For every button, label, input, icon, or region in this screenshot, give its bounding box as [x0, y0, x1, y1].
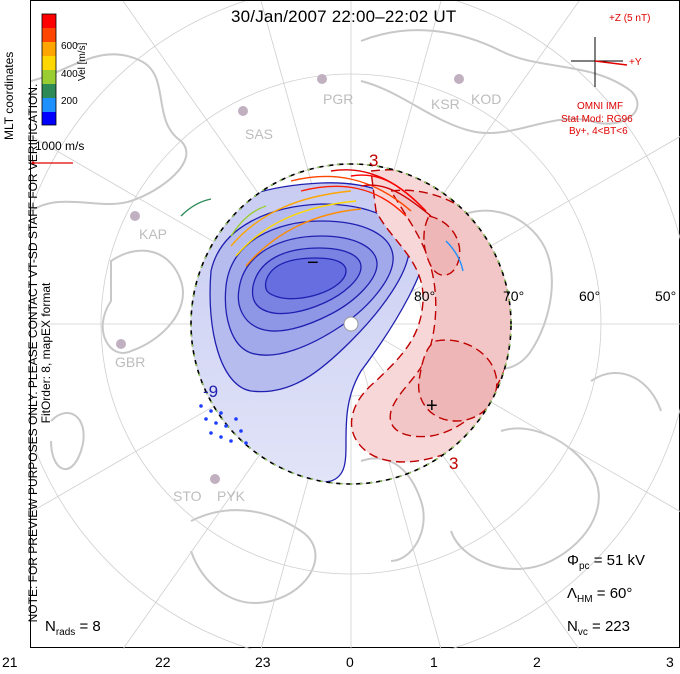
radar-label-kap: KAP — [139, 226, 167, 242]
radar-site-labels: PGR KSR KOD SAS KAP GBR STO PYK — [115, 91, 501, 504]
colorbar-tick-400: 400 — [61, 69, 78, 80]
radar-label-kod: KOD — [471, 91, 501, 107]
colorbar-tick-600: 600 — [61, 41, 78, 52]
radar-label-pgr: PGR — [323, 91, 353, 107]
lat-label-60: 60° — [579, 288, 600, 304]
mlt-tick-22: 22 — [155, 654, 171, 670]
plot-frame: PGR KSR KOD SAS KAP GBR STO PYK 80° 70° … — [30, 0, 680, 649]
positive-contour-label-bottom: 3 — [449, 454, 458, 473]
lat-label-70: 70° — [503, 288, 524, 304]
polar-convection-map: PGR KSR KOD SAS KAP GBR STO PYK 80° 70° … — [31, 1, 680, 649]
lat-label-80: 80° — [414, 288, 435, 304]
negative-contour-label: -9 — [203, 382, 218, 401]
imf-y-label: +Y — [629, 57, 642, 68]
mlt-tick-23: 23 — [255, 654, 271, 670]
vector-dots — [199, 404, 248, 445]
latitude-labels: 80° 70° 60° 50° — [414, 288, 676, 304]
potential-max-marker: + — [426, 395, 438, 417]
radar-label-gbr: GBR — [115, 354, 145, 370]
imf-model-label: Stat Mod: RG96 — [561, 114, 633, 125]
preview-note-line2: FitOrder: 8, mapEX format — [39, 282, 53, 424]
boundary-vectors — [190, 163, 512, 485]
reference-vector-origin — [31, 161, 35, 165]
imf-condition-label: By+, 4<BT<6 — [569, 126, 628, 137]
nrads-stat: Nrads = 8 — [45, 618, 101, 638]
mlt-tick-0: 0 — [346, 654, 354, 670]
velocity-colorbar — [41, 13, 57, 126]
radar-site-markers — [116, 74, 464, 484]
lat-label-50: 50° — [655, 288, 676, 304]
mlt-tick-3: 3 — [666, 654, 674, 670]
imf-source-label: OMNI IMF — [577, 101, 624, 112]
plot-title: 30/Jan/2007 22:00–22:02 UT — [231, 7, 457, 26]
cpcp-stat: Φpc = 51 kV — [567, 552, 645, 572]
mlt-tick-2: 2 — [533, 654, 541, 670]
reference-vector-label: 1000 m/s — [35, 139, 85, 153]
mlt-tick-1: 1 — [430, 654, 438, 670]
pole-marker — [343, 316, 359, 332]
imf-scale-label: +Z (5 nT) — [609, 13, 651, 24]
potential-min-marker: − — [307, 252, 319, 274]
preview-note: NOTE: FOR PREVIEW PURPOSES ONLY. PLEASE … — [26, 43, 53, 663]
hm-boundary-stat: ΛHM = 60° — [567, 585, 633, 605]
radar-label-pyk: PYK — [217, 488, 246, 504]
coordinates-label: MLT coordinates — [2, 51, 16, 140]
velocity-vectors — [180, 169, 464, 272]
nvc-stat: Nvc = 223 — [567, 618, 630, 638]
radar-label-ksr: KSR — [431, 96, 460, 112]
colorbar-tick-200: 200 — [61, 96, 78, 107]
colorbar-label: Vel [m/s] — [77, 42, 88, 81]
positive-contour-label-top: 3 — [369, 151, 378, 170]
radar-label-sas: SAS — [245, 126, 273, 142]
imf-clock-dial — [571, 37, 628, 87]
mlt-tick-21: 21 — [2, 654, 18, 670]
radar-label-sto: STO — [173, 488, 202, 504]
